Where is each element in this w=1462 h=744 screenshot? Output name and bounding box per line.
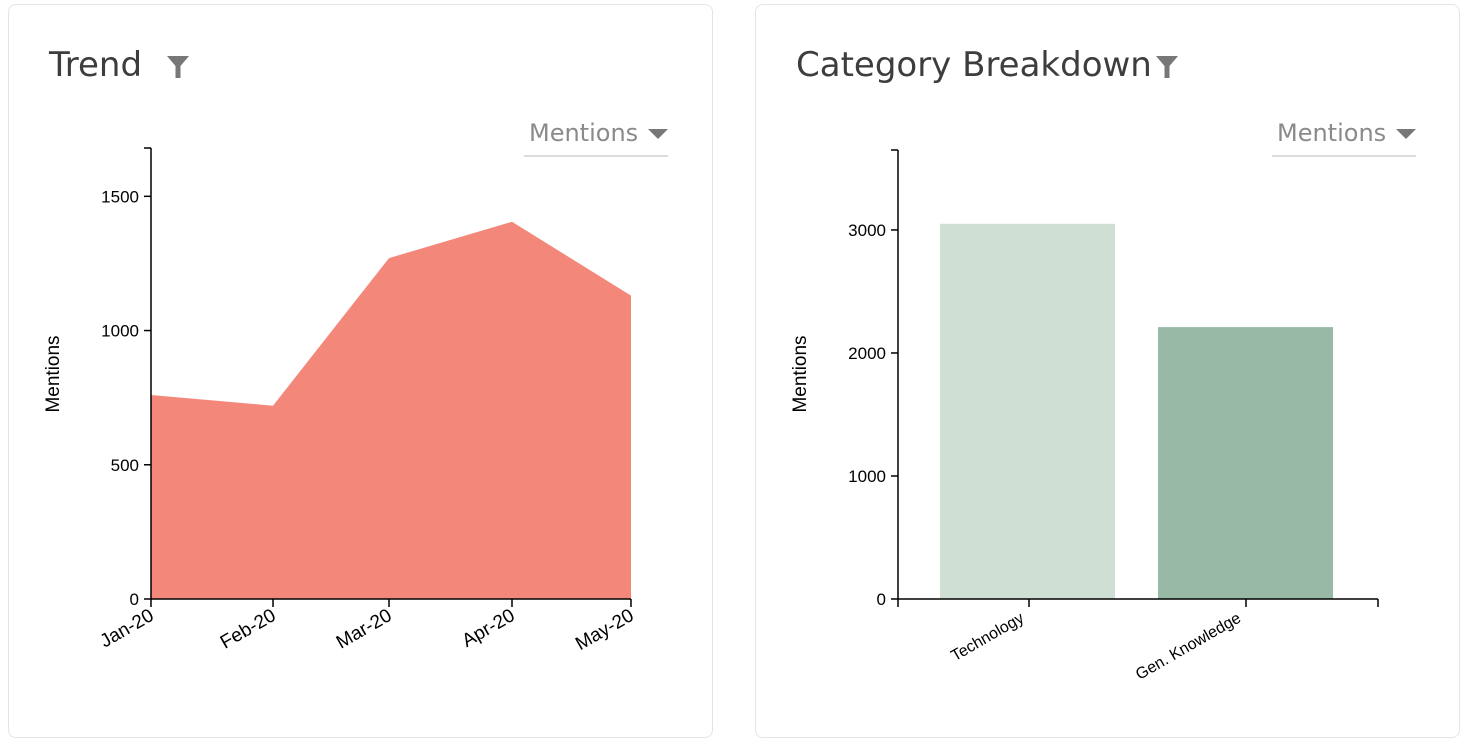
caret-down-icon bbox=[648, 129, 668, 139]
category-chart: 0 1000 2000 3000 Technology Gen. Knowledge Men… bbox=[790, 149, 1379, 684]
x-tick-label: May-20 bbox=[572, 605, 637, 655]
trend-metric-dropdown[interactable]: Mentions bbox=[524, 109, 668, 157]
caret-down-icon bbox=[1396, 129, 1416, 139]
bar bbox=[1158, 327, 1333, 599]
category-metric-dropdown[interactable]: Mentions bbox=[1272, 109, 1416, 157]
y-tick-label: 3000 bbox=[848, 221, 886, 240]
category-title: Category Breakdown bbox=[796, 45, 1152, 85]
x-tick-label: Technology bbox=[948, 610, 1027, 665]
x-tick-label: Feb-20 bbox=[217, 605, 280, 653]
y-axis-label: Mentions bbox=[790, 335, 811, 412]
y-tick-label: 0 bbox=[877, 590, 886, 609]
y-tick-label: 1000 bbox=[101, 322, 139, 341]
y-axis-label: Mentions bbox=[43, 335, 64, 412]
y-tick-label: 500 bbox=[111, 456, 139, 475]
trend-chart: 0 500 1000 1500 Jan-20 Feb-20 Mar-20 Apr-20 May-… bbox=[43, 147, 638, 655]
trend-card: Trend Mentions 0 500 1000 1500 Jan-20 Feb-20 M… bbox=[8, 4, 713, 738]
trend-title: Trend bbox=[49, 45, 143, 85]
x-tick-label: Gen. Knowledge bbox=[1133, 610, 1244, 684]
trend-metric-dropdown-label: Mentions bbox=[529, 119, 639, 147]
y-tick-label: 2000 bbox=[848, 344, 886, 363]
y-tick-label: 1000 bbox=[848, 467, 886, 486]
x-tick-label: Apr-20 bbox=[459, 605, 519, 652]
bar bbox=[940, 223, 1115, 600]
y-tick-label: 1500 bbox=[101, 187, 139, 206]
x-tick-label: Jan-20 bbox=[97, 605, 158, 652]
category-metric-dropdown-label: Mentions bbox=[1277, 119, 1387, 147]
filter-icon[interactable] bbox=[167, 56, 189, 78]
category-card: Category Breakdown Mentions 0 1000 2000 300… bbox=[755, 4, 1460, 738]
filter-icon[interactable] bbox=[1156, 56, 1178, 78]
x-tick-label: Mar-20 bbox=[333, 605, 396, 653]
trend-area bbox=[151, 221, 631, 600]
y-tick-label: 0 bbox=[130, 590, 139, 609]
